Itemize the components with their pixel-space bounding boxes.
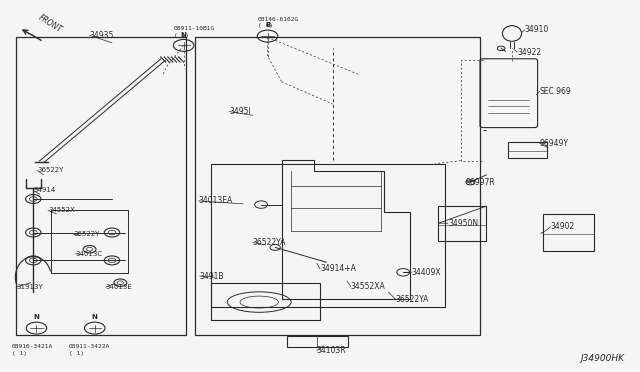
- Text: N: N: [180, 32, 187, 38]
- Text: 34013EA: 34013EA: [198, 196, 233, 205]
- Text: 34902: 34902: [550, 222, 575, 231]
- Bar: [508, 142, 547, 158]
- Text: 34950N: 34950N: [448, 219, 478, 228]
- Text: 96997R: 96997R: [466, 178, 495, 187]
- Text: J34900HK: J34900HK: [580, 354, 624, 363]
- Text: 34914+A: 34914+A: [320, 264, 356, 273]
- Text: 31913Y: 31913Y: [16, 284, 43, 290]
- Text: 34103R: 34103R: [317, 346, 346, 355]
- Bar: [287, 336, 348, 347]
- Text: 34914: 34914: [33, 187, 56, 193]
- Text: 96949Y: 96949Y: [540, 139, 568, 148]
- Text: 34910: 34910: [525, 25, 549, 34]
- Text: 34013E: 34013E: [106, 284, 132, 290]
- Text: 3491B: 3491B: [200, 272, 224, 280]
- Text: 36522Y: 36522Y: [74, 231, 100, 237]
- Text: FRONT: FRONT: [37, 13, 64, 35]
- Bar: [195, 37, 480, 335]
- Bar: [438, 206, 486, 241]
- Text: N: N: [92, 314, 98, 320]
- Text: 34922: 34922: [517, 48, 541, 57]
- Text: 34935: 34935: [90, 31, 114, 40]
- Text: 36522Y: 36522Y: [37, 167, 63, 173]
- Text: 34552X: 34552X: [48, 207, 75, 213]
- Text: SEC.969: SEC.969: [540, 87, 572, 96]
- Text: 34013C: 34013C: [76, 251, 102, 257]
- Text: 3495I: 3495I: [229, 107, 251, 116]
- Text: 34409X: 34409X: [412, 268, 441, 277]
- Bar: [543, 214, 594, 251]
- Text: 08916-3421A
( 1): 08916-3421A ( 1): [12, 344, 52, 356]
- Text: 08911-3422A
( 1): 08911-3422A ( 1): [69, 344, 110, 356]
- Text: 08146-6162G
( 4): 08146-6162G ( 4): [258, 17, 299, 28]
- Text: 36522YA: 36522YA: [253, 238, 286, 247]
- Text: 08911-10B1G
( 1): 08911-10B1G ( 1): [174, 26, 215, 38]
- Text: B: B: [265, 22, 270, 28]
- Text: 36522YA: 36522YA: [396, 295, 429, 304]
- Bar: [16, 37, 186, 335]
- Text: N: N: [33, 314, 40, 320]
- Text: 34552XA: 34552XA: [351, 282, 385, 291]
